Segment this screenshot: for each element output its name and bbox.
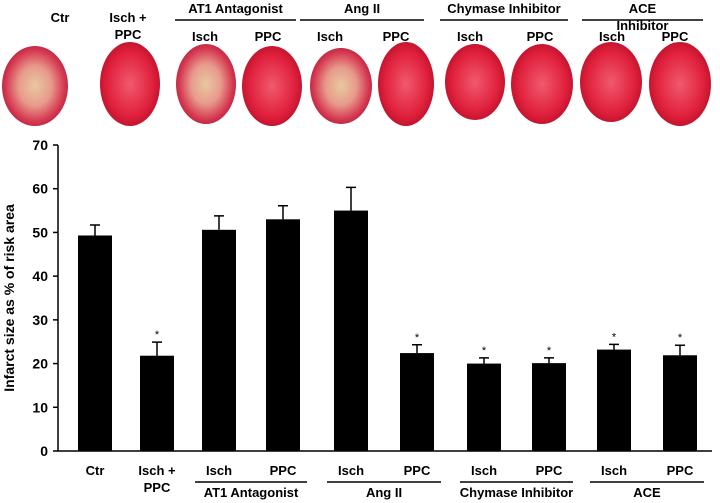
- bar: [78, 235, 112, 451]
- x-tick-label: PPC: [269, 463, 297, 478]
- x-tick-label: Isch: [470, 463, 498, 478]
- x-tick-label: Isch: [600, 463, 628, 478]
- y-tick-label: 0: [40, 443, 48, 459]
- error-bar: [90, 224, 100, 236]
- image-group-label: Ang II: [343, 1, 381, 16]
- bar: [140, 355, 174, 451]
- y-tick-label: 10: [32, 399, 48, 415]
- x-tick-label: Isch: [205, 463, 233, 478]
- x-group-label: Chymase Inhibitor: [459, 485, 574, 500]
- y-tick-label: 40: [32, 268, 48, 284]
- x-tick-label: Isch + PPC: [138, 463, 176, 495]
- image-label: Isch: [191, 29, 219, 44]
- bar: [467, 363, 501, 451]
- image-group-label: AT1 Antagonist: [188, 1, 283, 16]
- y-tick-label: 20: [32, 356, 48, 372]
- x-group-label: Ang II: [365, 485, 403, 500]
- error-bar: [346, 186, 356, 211]
- image-label: Ctr: [50, 10, 70, 25]
- image-label: PPC: [254, 29, 282, 44]
- x-group-label: AT1 Antagonist: [203, 485, 299, 500]
- heart-images: [2, 42, 711, 126]
- bar: [334, 210, 368, 451]
- x-tick-label: Ctr: [85, 463, 105, 478]
- image-label: Isch: [316, 29, 344, 44]
- significance-mark: *: [547, 345, 552, 357]
- y-axis-label: Infarct size as % of risk area: [1, 204, 17, 392]
- image-label: Isch: [598, 29, 626, 44]
- error-bar: [214, 215, 224, 230]
- bar: [663, 355, 697, 451]
- significance-mark: *: [415, 332, 420, 344]
- image-label: Isch + PPC: [109, 10, 147, 42]
- y-tick-label: 60: [32, 181, 48, 197]
- error-bar: [675, 344, 685, 356]
- image-label: PPC: [661, 29, 689, 44]
- significance-mark: *: [678, 332, 683, 344]
- x-tick-label: PPC: [535, 463, 563, 478]
- image-label: PPC: [382, 29, 410, 44]
- error-bar: [152, 341, 162, 356]
- error-bar: [544, 357, 554, 364]
- error-bar: [479, 357, 489, 364]
- image-label: Isch: [456, 29, 484, 44]
- bar: [266, 219, 300, 451]
- y-tick-label: 70: [32, 137, 48, 153]
- x-tick-label: PPC: [666, 463, 694, 478]
- error-bar: [278, 205, 288, 220]
- bar: [597, 349, 631, 451]
- y-tick-label: 50: [32, 224, 48, 240]
- x-tick-label: Isch: [337, 463, 365, 478]
- image-label: PPC: [526, 29, 554, 44]
- y-tick-label: 30: [32, 312, 48, 328]
- bar: [400, 353, 434, 451]
- error-bar: [609, 343, 619, 350]
- significance-mark: *: [612, 331, 617, 343]
- x-tick-label: PPC: [403, 463, 431, 478]
- bar: [532, 363, 566, 451]
- x-group-label: ACE Inhibitor: [621, 485, 673, 503]
- significance-mark: *: [155, 329, 160, 341]
- image-group-label: Chymase Inhibitor: [447, 1, 561, 16]
- error-bar: [412, 344, 422, 354]
- significance-mark: *: [482, 345, 487, 357]
- image-group-label: ACE Inhibitor: [616, 1, 669, 33]
- bar: [202, 229, 236, 451]
